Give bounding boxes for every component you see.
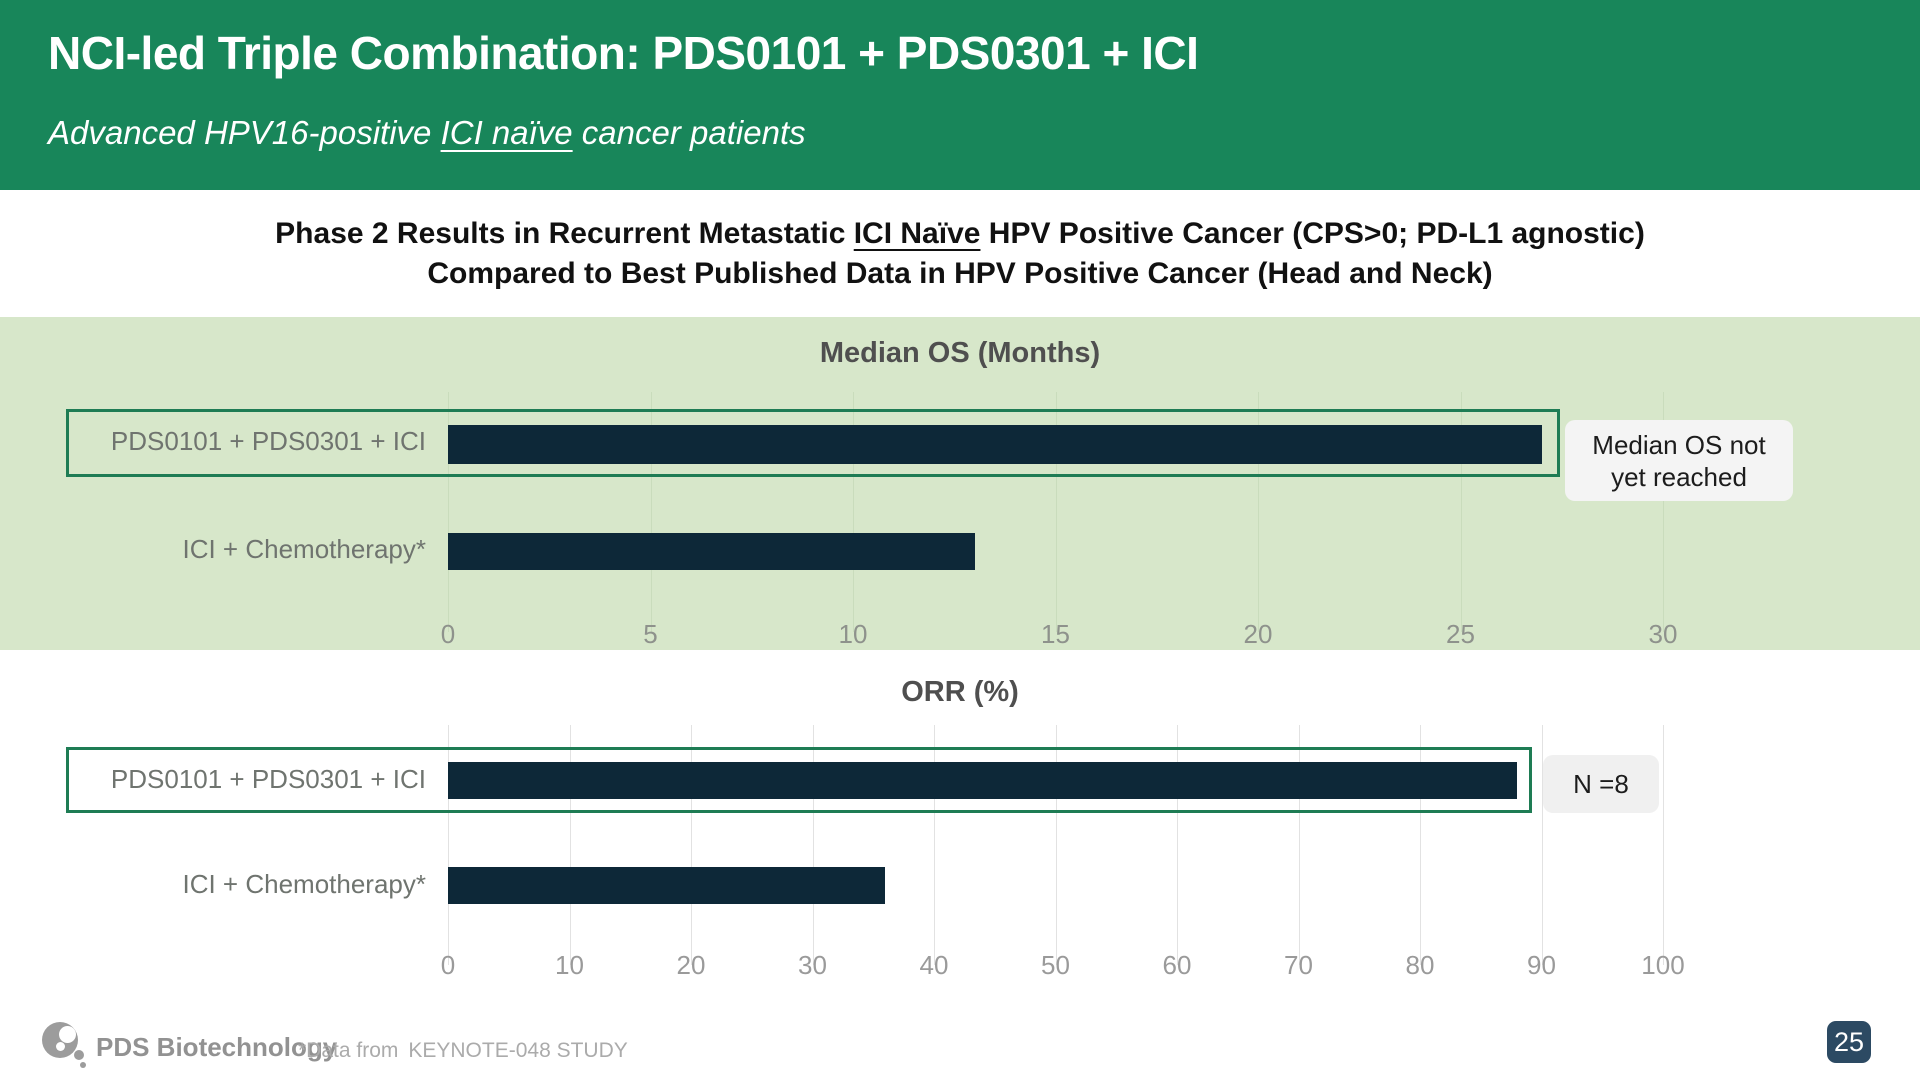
section-title-line1-suffix: HPV Positive Cancer (CPS>0; PD-L1 agnost…	[980, 216, 1645, 250]
gridline	[1298, 725, 1300, 965]
x-tick-label: 15	[1041, 619, 1070, 649]
gridline	[812, 725, 814, 965]
orr-annotation: N =8	[1543, 755, 1659, 813]
gridline	[1460, 392, 1462, 632]
page-number: 25	[1833, 1026, 1865, 1057]
bar-track	[448, 533, 1663, 570]
bar-orr-pds-triple	[448, 762, 1518, 799]
x-tick-label: 20	[676, 950, 706, 980]
subtitle-underlined: ICI naïve	[440, 114, 573, 151]
bar-median-os-pds-triple	[448, 425, 1542, 464]
x-tick-label: 80	[1405, 950, 1435, 980]
section-title-line2: Compared to Best Published Data in HPV P…	[427, 256, 1493, 290]
bar-label-pds-triple: PDS0101 + PDS0301 + ICI	[110, 764, 426, 794]
x-tick-label: 10	[838, 619, 868, 649]
logo-cutout-small	[56, 1042, 65, 1051]
x-ticks: 0 5 10 15 20 25 30	[441, 619, 1678, 651]
x-ticks: 0 10 20 30 40 50 60 70 80 90 100	[441, 950, 1685, 982]
subtitle-suffix: cancer patients	[572, 114, 806, 151]
x-tick-label: 100	[1641, 950, 1685, 980]
x-tick-label: 30	[1648, 619, 1678, 649]
x-tick-label: 20	[1243, 619, 1273, 649]
x-tick-label: 5	[643, 619, 658, 649]
bar-label-ici-chemo: ICI + Chemotherapy*	[182, 869, 426, 899]
header-banner: NCI-led Triple Combination: PDS0101 + PD…	[0, 0, 1920, 190]
bar-track	[448, 425, 1663, 464]
bar-median-os-ici-chemo	[448, 533, 975, 570]
median-os-annotation-text: Median OS not yet reached	[1592, 429, 1765, 493]
logo-dot	[74, 1050, 84, 1060]
bar-track	[448, 867, 1663, 904]
median-os-chart: Median OS (Months) PDS0101 + PDS0301 + I…	[0, 317, 1920, 650]
bar-label-pds-triple: PDS0101 + PDS0301 + ICI	[110, 426, 426, 456]
pds-biotechnology-logo-icon	[42, 1020, 88, 1068]
gridline	[569, 725, 571, 965]
x-tick-label: 40	[919, 950, 949, 980]
orr-chart-title: ORR (%)	[901, 676, 1019, 708]
annotation-line1: Median OS not	[1592, 429, 1766, 460]
gridline	[691, 725, 692, 965]
slide-title: NCI-led Triple Combination: PDS0101 + PD…	[48, 26, 1199, 80]
median-os-chart-title: Median OS (Months)	[819, 337, 1101, 369]
gridline	[934, 725, 935, 965]
data-note-study: KEYNOTE-048 STUDY	[408, 1039, 628, 1062]
gridline	[650, 392, 652, 632]
section-title-line1-prefix: Phase 2 Results in Recurrent Metastatic	[275, 216, 854, 250]
logo-text: PDS Biotechnology	[96, 1032, 338, 1062]
highlight-box-median-os	[66, 409, 1560, 477]
slide-subtitle: Advanced HPV16-positive ICI naïve cancer…	[48, 114, 806, 152]
highlight-box-orr	[66, 747, 1532, 813]
orr-chart: ORR (%) PDS0101 + PDS0301 + ICI N =8 ICI…	[0, 650, 1920, 1010]
gridline	[448, 725, 449, 965]
page-number-badge: 25	[1827, 1021, 1871, 1063]
x-tick-label: 30	[798, 950, 827, 980]
gridline	[1663, 392, 1664, 632]
x-tick-label: 25	[1446, 619, 1475, 649]
x-tick-label: 70	[1284, 950, 1313, 980]
bar-orr-ici-chemo	[448, 867, 886, 904]
gridline	[1420, 725, 1421, 965]
gridline	[1177, 725, 1178, 965]
gridline	[1541, 725, 1543, 965]
gridlines	[448, 725, 1664, 965]
gridlines	[448, 392, 1664, 632]
annotation-line2: yet reached	[1611, 461, 1747, 492]
x-tick-label: 50	[1041, 950, 1070, 980]
gridline	[1055, 392, 1057, 632]
bar-track	[448, 762, 1663, 799]
data-source-note: *Data from KEYNOTE-048 STUDY	[298, 1039, 628, 1063]
gridline	[1258, 392, 1259, 632]
footer: PDS Biotechnology *Data from KEYNOTE-048 …	[0, 1010, 1920, 1080]
gridline	[1055, 725, 1057, 965]
gridline	[448, 392, 449, 632]
bar-label-ici-chemo: ICI + Chemotherapy*	[182, 534, 426, 564]
x-tick-label: 10	[555, 950, 584, 980]
x-tick-label: 90	[1527, 950, 1556, 980]
data-note-prefix: *Data from	[298, 1039, 399, 1062]
median-os-annotation: Median OS not yet reached	[1565, 420, 1793, 501]
x-tick-label: 0	[440, 619, 456, 649]
subtitle-prefix: Advanced HPV16-positive	[48, 114, 441, 151]
x-tick-label: 60	[1162, 950, 1192, 980]
x-tick-label: 0	[440, 950, 456, 980]
slide-title-text: NCI-led Triple Combination: PDS0101 + PD…	[48, 27, 1199, 79]
section-title: Phase 2 Results in Recurrent Metastatic …	[0, 190, 1920, 317]
logo-cutout	[59, 1026, 76, 1043]
section-title-line1-underlined: ICI Naïve	[853, 216, 981, 250]
gridline	[1663, 725, 1664, 965]
gridline	[853, 392, 854, 632]
section-title-line1: Phase 2 Results in Recurrent Metastatic …	[275, 214, 1645, 254]
logo-dot-small	[80, 1062, 86, 1068]
